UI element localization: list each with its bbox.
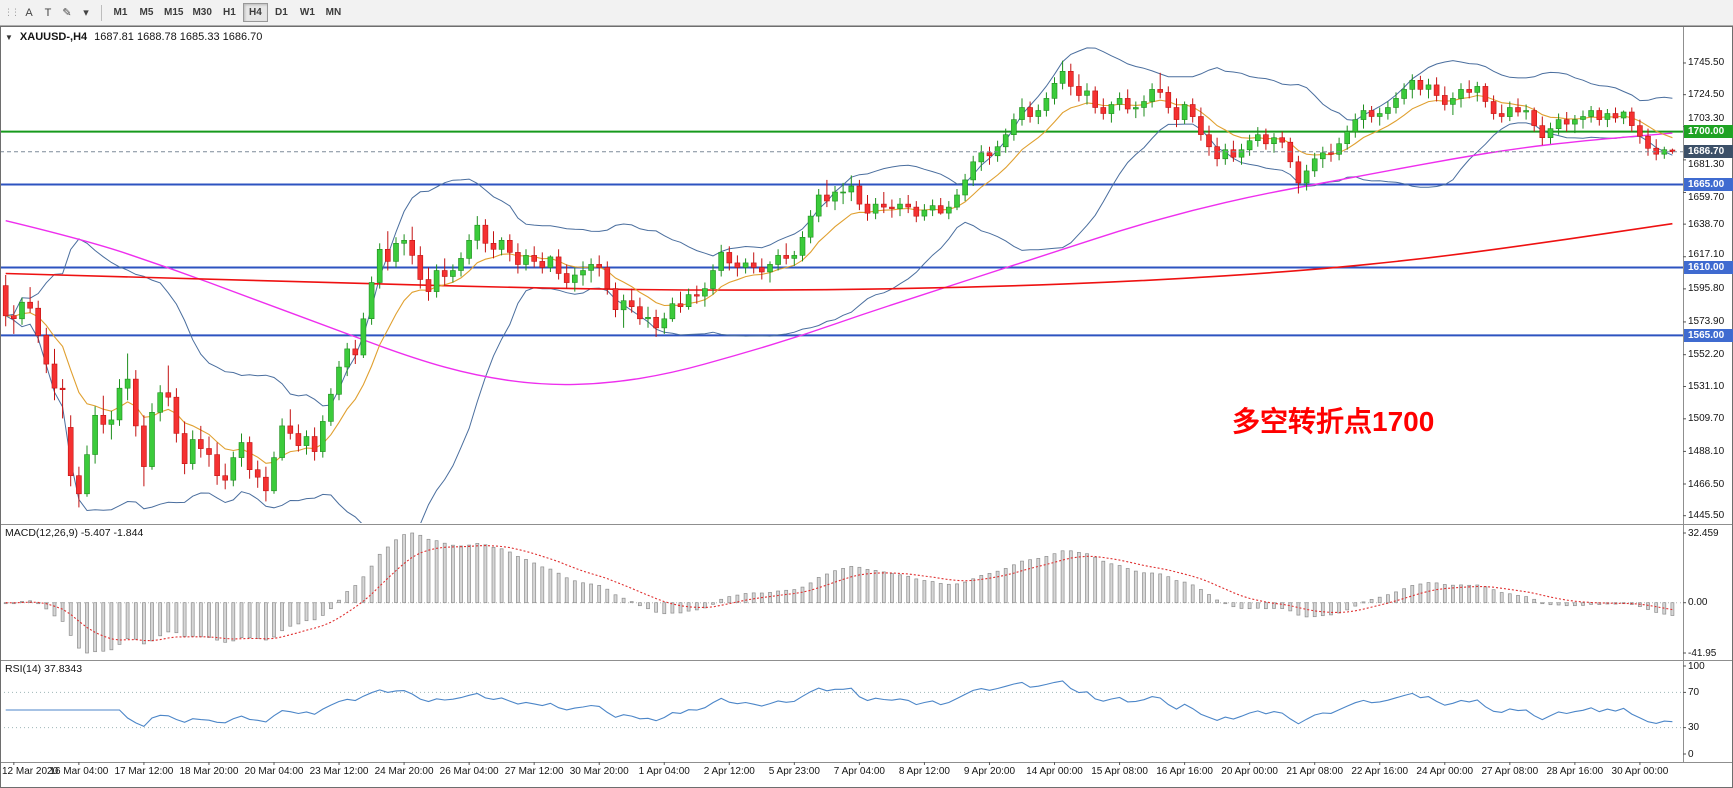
bollinger-upper-line xyxy=(5,47,1673,407)
timeframe-button-h4[interactable]: H4 xyxy=(242,3,268,22)
symbol-timeframe-label: XAUUSD-,H4 xyxy=(19,31,88,43)
rsi-line xyxy=(5,680,1673,728)
toolbar: ⋮⋮ A T ✎ ▾ M1 M5 M15 M30 H1 H4 D1 W1 MN xyxy=(0,0,1733,26)
price-panel xyxy=(0,47,1683,523)
chart-annotation-text[interactable]: 多空转折点1700 xyxy=(1232,406,1435,437)
chart-title: ▼ XAUUSD-,H4 1687.81 1688.78 1685.33 168… xyxy=(5,31,262,43)
chart-background xyxy=(0,26,1733,788)
bollinger-lower-line xyxy=(5,122,1673,523)
rsi-panel xyxy=(0,680,1683,729)
macd-panel xyxy=(0,532,1683,654)
chart-menu-icon: ▼ xyxy=(5,32,13,42)
timeframe-button-w1[interactable]: W1 xyxy=(299,7,315,18)
timeframe-button-m30[interactable]: M30 xyxy=(192,7,212,18)
macd-indicator-label: MACD(12,26,9) -5.407 -1.844 xyxy=(5,527,144,539)
ma-magenta-line xyxy=(5,132,1673,386)
text-tool-button[interactable]: T xyxy=(44,6,52,19)
draw-tool-button[interactable]: ✎ xyxy=(62,7,72,19)
timeframe-button-m5[interactable]: M5 xyxy=(139,7,154,18)
timeframe-button-m15[interactable]: M15 xyxy=(164,7,184,18)
rsi-indicator-label: RSI(14) 37.8343 xyxy=(5,663,83,675)
toolbar-grip-icon[interactable]: ⋮⋮ xyxy=(4,7,20,17)
timeframe-button-mn[interactable]: MN xyxy=(325,7,342,18)
timeframe-button-m1[interactable]: M1 xyxy=(113,7,128,18)
toolbar-separator xyxy=(101,4,102,21)
cursor-tool-button[interactable]: A xyxy=(25,6,33,19)
ohlc-values-label: 1687.81 1688.78 1685.33 1686.70 xyxy=(94,31,263,43)
macd-signal-line xyxy=(5,545,1673,642)
ma-red-line xyxy=(5,222,1673,291)
draw-tool-dropdown-icon[interactable]: ▾ xyxy=(83,7,89,19)
timeframe-button-d1[interactable]: D1 xyxy=(275,7,288,18)
timeframe-button-h1[interactable]: H1 xyxy=(223,7,236,18)
